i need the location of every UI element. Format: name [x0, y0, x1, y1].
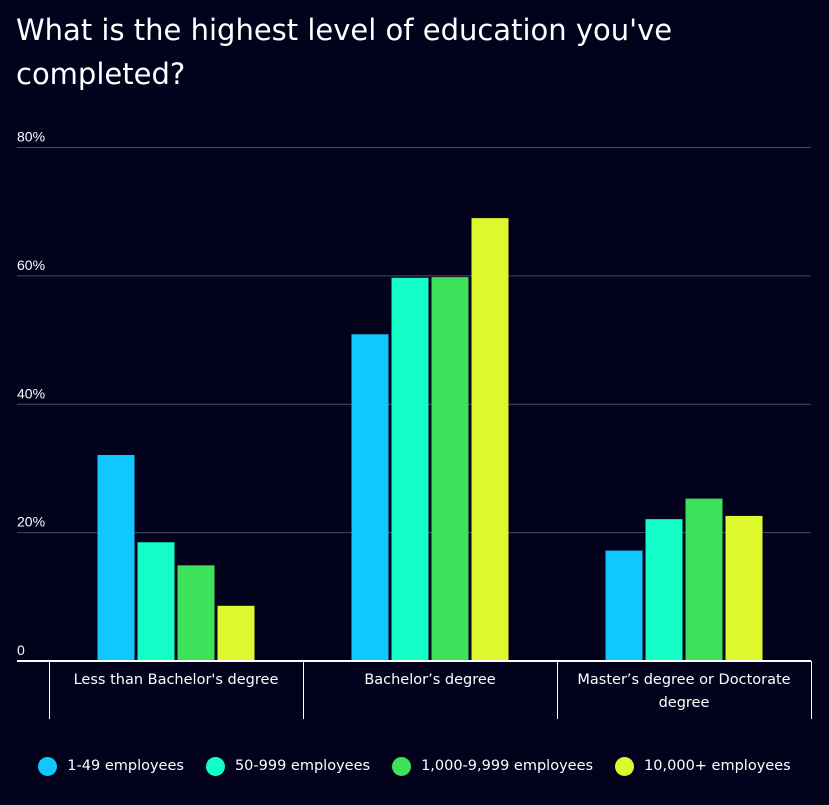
bar[interactable]	[351, 334, 389, 661]
y-tick-label: 40%	[17, 385, 45, 401]
bars	[97, 218, 763, 661]
bar[interactable]	[217, 605, 255, 661]
legend-label: 10,000+ employees	[644, 758, 791, 774]
bar[interactable]	[177, 565, 215, 661]
legend-item[interactable]: 1-49 employees	[38, 756, 184, 776]
bar[interactable]	[431, 277, 469, 661]
legend: 1-49 employees 50-999 employees 1,000-9,99…	[0, 751, 829, 781]
category-label: Master’s degree or Doctorate degree	[577, 672, 790, 711]
axis-labels: 0 20% 40% 60% 80% Less than Bachelor's degree…	[17, 129, 791, 712]
bar[interactable]	[97, 454, 135, 661]
legend-label: 1-49 employees	[67, 758, 184, 774]
legend-swatch	[38, 756, 58, 776]
y-tick-label: 60%	[17, 257, 45, 273]
legend-item[interactable]: 10,000+ employees	[615, 756, 791, 776]
bar[interactable]	[391, 277, 429, 661]
bar[interactable]	[471, 218, 509, 661]
bar[interactable]	[685, 498, 723, 661]
bar[interactable]	[725, 515, 763, 661]
legend-swatch	[392, 756, 412, 776]
legend-label: 1,000-9,999 employees	[421, 758, 594, 774]
legend-label: 50-999 employees	[234, 758, 371, 774]
y-tick-label: 80%	[17, 129, 45, 145]
bar[interactable]	[605, 550, 643, 661]
legend-swatch	[205, 756, 225, 776]
y-tick-label: 0	[17, 642, 25, 658]
legend-item[interactable]: 1,000-9,999 employees	[392, 756, 594, 776]
legend-swatch	[615, 756, 635, 776]
x-axis	[17, 660, 812, 719]
category-label: Less than Bachelor's degree	[74, 672, 279, 688]
bar[interactable]	[137, 542, 175, 661]
category-label: Bachelor’s degree	[364, 672, 495, 688]
y-tick-label: 20%	[17, 514, 45, 530]
bar[interactable]	[645, 519, 683, 661]
chart-title: What is the highest level of education y…	[16, 13, 673, 91]
legend-item[interactable]: 50-999 employees	[205, 756, 371, 776]
